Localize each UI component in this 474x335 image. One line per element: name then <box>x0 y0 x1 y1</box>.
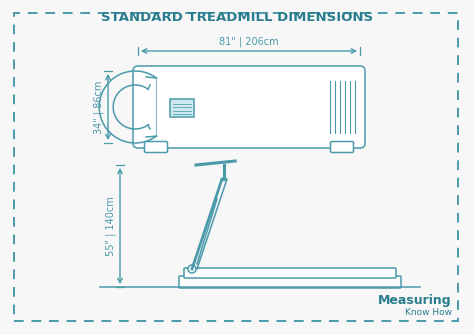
Bar <box>170 99 194 117</box>
Text: Measuring: Measuring <box>378 294 452 307</box>
FancyBboxPatch shape <box>179 276 401 288</box>
Text: STANDARD TREADMILL DIMENSIONS: STANDARD TREADMILL DIMENSIONS <box>101 11 373 24</box>
Text: Know How: Know How <box>405 308 452 317</box>
FancyBboxPatch shape <box>133 66 365 148</box>
FancyBboxPatch shape <box>145 141 167 152</box>
FancyBboxPatch shape <box>330 141 354 152</box>
FancyBboxPatch shape <box>184 268 396 278</box>
Text: 81" | 206cm: 81" | 206cm <box>219 37 279 47</box>
Text: 34" | 86cm: 34" | 86cm <box>93 80 104 134</box>
Text: 55" | 140cm: 55" | 140cm <box>106 196 116 256</box>
Circle shape <box>188 265 196 273</box>
